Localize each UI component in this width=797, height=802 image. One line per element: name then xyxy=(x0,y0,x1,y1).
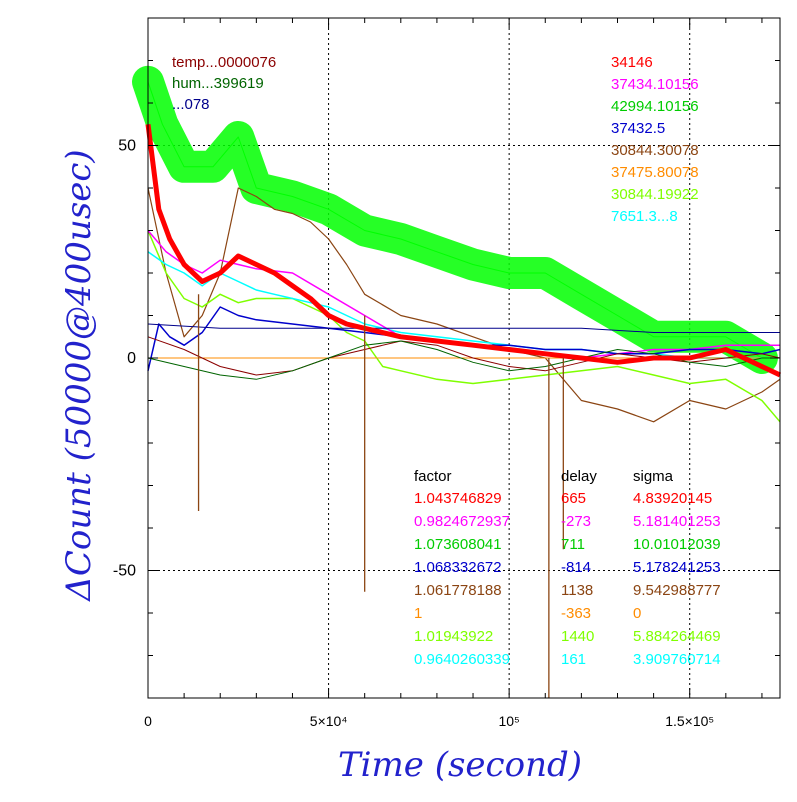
top-right-label: 37432.5 xyxy=(611,120,665,137)
table-cell: 5.181401253 xyxy=(633,513,721,530)
table-cell: 4.83920145 xyxy=(633,490,712,507)
series-line xyxy=(147,187,781,423)
table-cell: 10.01012039 xyxy=(633,536,721,553)
annotations: temp...0000076 hum...399619 ...078 34146 374… xyxy=(172,54,721,668)
table-cell: 0 xyxy=(633,605,641,622)
table-cell: 665 xyxy=(561,490,586,507)
x-tick-label: 1.5×10⁵ xyxy=(665,713,714,729)
table-cell: 711 xyxy=(561,536,585,553)
top-left-label: ...078 xyxy=(172,96,210,113)
series-line xyxy=(147,230,781,423)
table-cell: 1138 xyxy=(561,582,593,599)
series-line xyxy=(145,123,782,378)
y-axis-title: ΔCount (50000@400usec) xyxy=(59,149,99,602)
series-line xyxy=(147,340,780,380)
series-line xyxy=(147,81,763,359)
table-cell: 0.9640260339 xyxy=(414,651,510,668)
table-cell: 3.909760714 xyxy=(633,651,721,668)
table-cell: 1440 xyxy=(561,628,594,645)
axis-ticks xyxy=(147,17,780,698)
y-tick-label: 0 xyxy=(127,350,136,367)
table-header: factor xyxy=(414,468,452,485)
top-right-label: 34146 xyxy=(611,54,653,71)
y-tick-label: 50 xyxy=(118,138,136,155)
table-cell: 1 xyxy=(414,605,422,622)
tick-labels: 0 5×10⁴ 10⁵ 1.5×10⁵ 50 0 -50 xyxy=(113,138,714,730)
table-cell: -814 xyxy=(561,559,591,576)
table-cell: 161 xyxy=(561,651,586,668)
top-right-label: 42994.10156 xyxy=(611,98,699,115)
top-right-label: 37434.10156 xyxy=(611,76,699,93)
top-right-label: 37475.80078 xyxy=(611,164,699,181)
table-cell: 1.061778188 xyxy=(414,582,502,599)
table-header: sigma xyxy=(633,468,674,485)
top-left-label: hum...399619 xyxy=(172,75,264,92)
top-right-label: 7651.3...8 xyxy=(611,208,678,225)
table-cell: 1.068332672 xyxy=(414,559,502,576)
table-cell: 1.043746829 xyxy=(414,490,502,507)
x-tick-label: 5×10⁴ xyxy=(310,713,348,729)
top-right-label: 30844.30078 xyxy=(611,142,699,159)
series-lines xyxy=(145,81,782,423)
table-cell: 9.542988777 xyxy=(633,582,721,599)
spike-lines xyxy=(197,294,564,698)
x-tick-label: 10⁵ xyxy=(498,713,519,729)
table-header: delay xyxy=(561,468,597,485)
x-axis-title: Time (second) xyxy=(338,745,582,785)
table-cell: 1.01943922 xyxy=(414,628,493,645)
top-right-label: 30844.19922 xyxy=(611,186,699,203)
table-cell: 1.073608041 xyxy=(414,536,502,553)
table-cell: 0.9824672937 xyxy=(414,513,510,530)
table-cell: -363 xyxy=(561,605,591,622)
table-cell: 5.178241253 xyxy=(633,559,721,576)
table-cell: -273 xyxy=(561,513,591,530)
top-left-label: temp...0000076 xyxy=(172,54,276,71)
y-tick-label: -50 xyxy=(113,563,136,580)
x-tick-label: 0 xyxy=(144,713,152,729)
table-cell: 5.884264469 xyxy=(633,628,721,645)
series-line xyxy=(147,323,780,333)
